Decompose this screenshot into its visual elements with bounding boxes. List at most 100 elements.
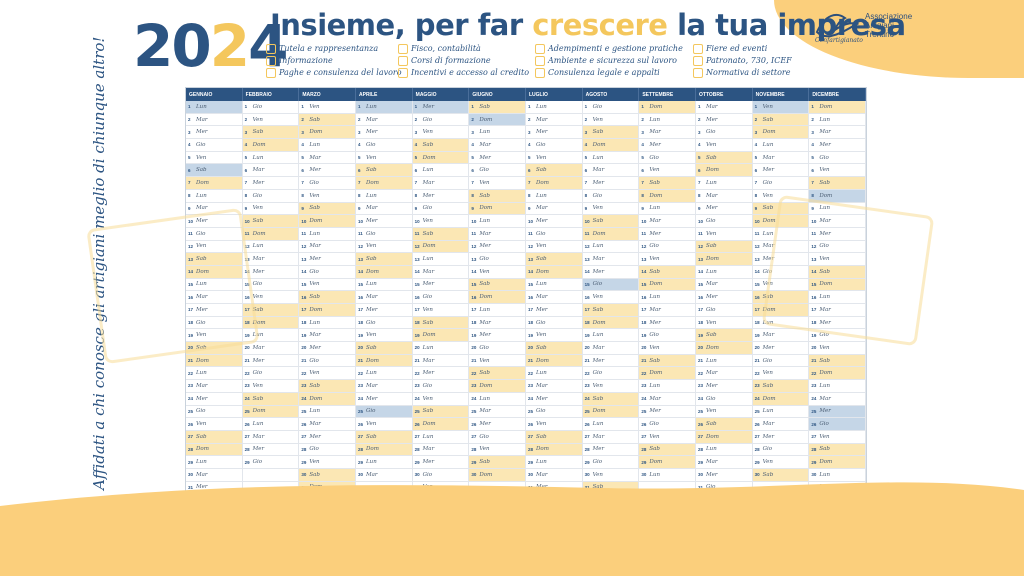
service-icon [266, 43, 276, 54]
day-cell: 24 Gio [696, 392, 753, 406]
weekday-label: Lun [592, 421, 604, 428]
day-number: 9 [811, 205, 814, 211]
day-cell: 11 Dom [582, 227, 640, 241]
day-cell: 21 Mer [242, 354, 300, 368]
weekday-label: Mer [762, 256, 775, 263]
day-cell: 22 Mar [696, 367, 753, 381]
day-cell: 16 Mar [356, 291, 413, 304]
day-cell: 30 Sab [752, 468, 810, 482]
day-cell: 12 Mer [469, 240, 526, 254]
day-number: 5 [641, 155, 644, 161]
day-cell: 20 Ven [639, 342, 696, 355]
day-cell: 28 Gio [299, 443, 356, 457]
weekday-label: Lun [422, 167, 434, 174]
weekday-label: Ven [366, 421, 377, 428]
day-number: 16 [528, 294, 534, 300]
day-number: 18 [528, 320, 534, 326]
weekday-label: Dom [366, 268, 379, 275]
day-number: 21 [244, 358, 250, 364]
day-cell: 12 Gio [639, 240, 696, 254]
day-number: 2 [754, 117, 758, 123]
day-number: 19 [188, 332, 194, 338]
day-cell: 27 Mar [582, 430, 640, 444]
day-cell: 4 Lun [299, 139, 356, 152]
weekday-label: Mar [706, 192, 718, 199]
weekday-label: Mar [196, 116, 208, 123]
day-number: 10 [358, 218, 364, 224]
day-number: 5 [471, 155, 474, 161]
day-number: 7 [358, 180, 361, 186]
day-cell: 14 Gio [299, 265, 356, 279]
weekday-label: Dom [592, 319, 606, 326]
day-number: 11 [811, 231, 817, 237]
day-number: 18 [698, 320, 704, 326]
day-number: 8 [358, 193, 361, 199]
day-number: 26 [301, 421, 307, 427]
weekday-label: Gio [819, 421, 829, 428]
month-header: GENNAIO [186, 88, 243, 101]
weekday-label: Mar [536, 294, 548, 301]
day-number: 12 [188, 243, 194, 249]
day-cell: 20 Sab [356, 342, 413, 355]
day-number: 17 [754, 307, 760, 313]
weekday-label: Mer [706, 382, 718, 389]
day-cell: 17 Dom [299, 304, 356, 317]
day-number: 25 [698, 408, 704, 414]
weekday-label: Sab [366, 256, 377, 263]
weekday-label: Sab [819, 268, 830, 275]
day-cell: 24 Sab [582, 392, 640, 406]
day-number: 24 [471, 396, 477, 402]
day-cell: 25 Dom [242, 405, 300, 419]
day-number: 13 [754, 256, 760, 262]
weekday-label: Mer [592, 179, 605, 186]
day-number: 12 [754, 243, 760, 249]
weekday-label: Mer [706, 294, 718, 301]
day-number: 10 [641, 218, 647, 224]
day-cell: 15 Gio [582, 278, 640, 292]
service-item: Incentivi e accesso al credito [398, 67, 535, 78]
weekday-label: Lun [252, 332, 264, 339]
day-number: 7 [584, 180, 588, 186]
day-number: 10 [244, 218, 250, 224]
weekday-label: Mar [536, 382, 548, 389]
weekday-label: Gio [592, 370, 603, 377]
weekday-label: Lun [422, 344, 434, 351]
weekday-label: Gio [479, 433, 489, 440]
weekday-label: Mar [649, 218, 661, 225]
weekday-label: Mer [252, 268, 265, 275]
day-cell: 30 Mar [526, 468, 583, 482]
weekday-label: Ven [762, 192, 773, 199]
day-cell: 17 Mar [639, 304, 696, 317]
day-cell: 14 Ven [469, 265, 526, 279]
weekday-label: Mer [196, 395, 208, 402]
weekday-label: Sab [762, 294, 774, 301]
weekday-label: Mar [762, 421, 775, 428]
weekday-label: Ven [422, 129, 433, 136]
day-cell: 11 Dom [242, 227, 300, 241]
day-cell: 19 Mer [469, 329, 526, 343]
mug-decoration-right [761, 194, 935, 347]
weekday-label: Mer [649, 319, 661, 326]
day-number: 14 [641, 269, 647, 275]
day-number: 9 [188, 205, 191, 211]
day-number: 19 [414, 332, 420, 338]
weekday-label: Mar [819, 129, 831, 136]
day-number: 26 [641, 421, 647, 427]
day-cell: 21 Sab [639, 354, 696, 368]
day-number: 9 [301, 205, 304, 211]
day-cell: 22 Lun [356, 367, 413, 381]
day-cell: 29 Lun [356, 456, 413, 469]
day-number: 23 [301, 383, 307, 389]
day-cell: 24 Dom [299, 392, 356, 406]
day-number: 20 [414, 345, 420, 351]
weekday-label: Mer [762, 433, 775, 440]
day-number: 1 [301, 104, 304, 110]
day-cell: 9 Lun [809, 202, 866, 216]
month-header: LUGLIO [526, 88, 583, 101]
day-number: 4 [754, 142, 758, 148]
weekday-label: Lun [252, 243, 264, 250]
day-cell: 10 Dom [299, 215, 356, 228]
day-number: 20 [584, 345, 590, 351]
day-number: 22 [528, 370, 534, 376]
day-number: 2 [528, 117, 531, 123]
